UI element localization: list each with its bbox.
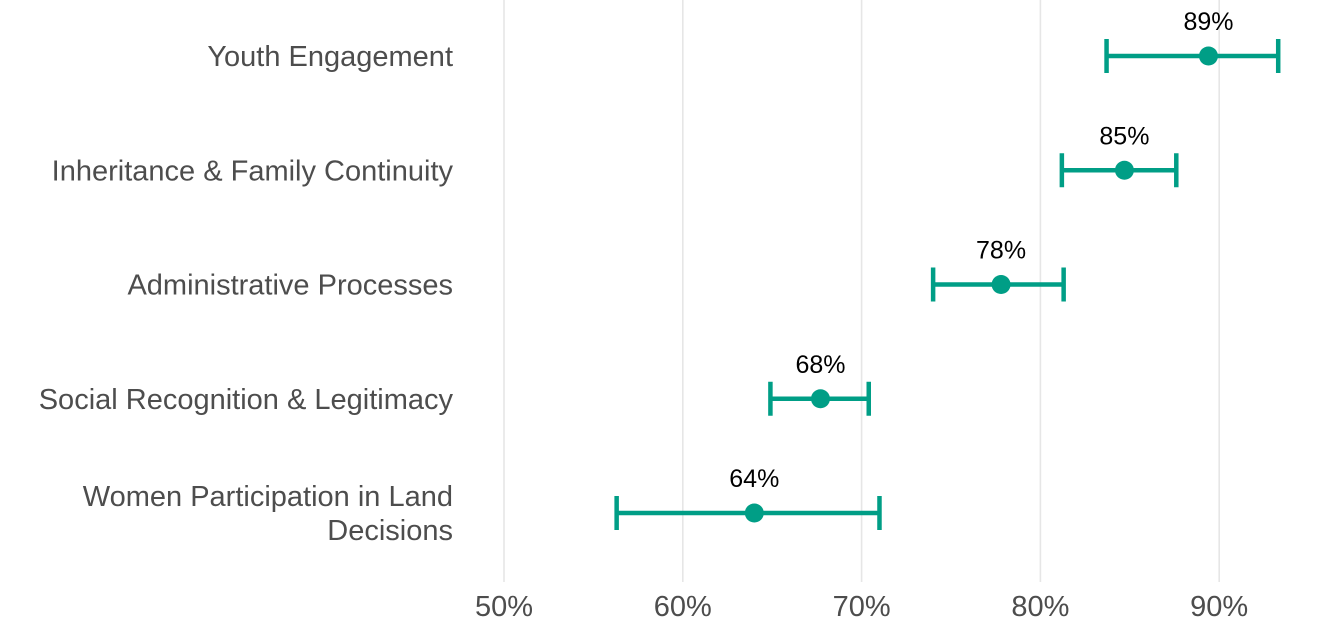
x-tick-label: 60% xyxy=(654,591,712,623)
value-label: 68% xyxy=(795,351,845,379)
data-point xyxy=(991,275,1011,294)
value-label: 78% xyxy=(976,237,1026,265)
category-label: Decisions xyxy=(327,515,453,547)
value-label: 89% xyxy=(1183,8,1233,36)
category-label: Administrative Processes xyxy=(127,270,453,302)
category-label: Inheritance & Family Continuity xyxy=(52,155,454,187)
category-label: Women Participation in Land xyxy=(83,481,453,513)
data-point xyxy=(744,503,764,523)
gridlines xyxy=(503,0,1220,582)
x-tick-label: 70% xyxy=(833,591,891,623)
value-label: 85% xyxy=(1099,122,1149,150)
value-label: 64% xyxy=(729,465,779,493)
x-tick-label: 50% xyxy=(475,591,533,623)
data-point xyxy=(810,389,830,409)
category-label: Youth Engagement xyxy=(207,41,453,73)
data-marks: 89% 85% 78% 68% 64% xyxy=(614,8,1281,530)
data-point xyxy=(1198,46,1218,66)
category-label: Social Recognition & Legitimacy xyxy=(39,384,454,416)
category-labels: Youth Engagement Inheritance & Family Con… xyxy=(39,41,454,547)
x-axis-ticks: 50% 60% 70% 80% 90% xyxy=(475,591,1248,623)
x-tick-label: 80% xyxy=(1011,591,1069,623)
x-tick-label: 90% xyxy=(1190,591,1248,623)
data-point xyxy=(1114,160,1134,180)
